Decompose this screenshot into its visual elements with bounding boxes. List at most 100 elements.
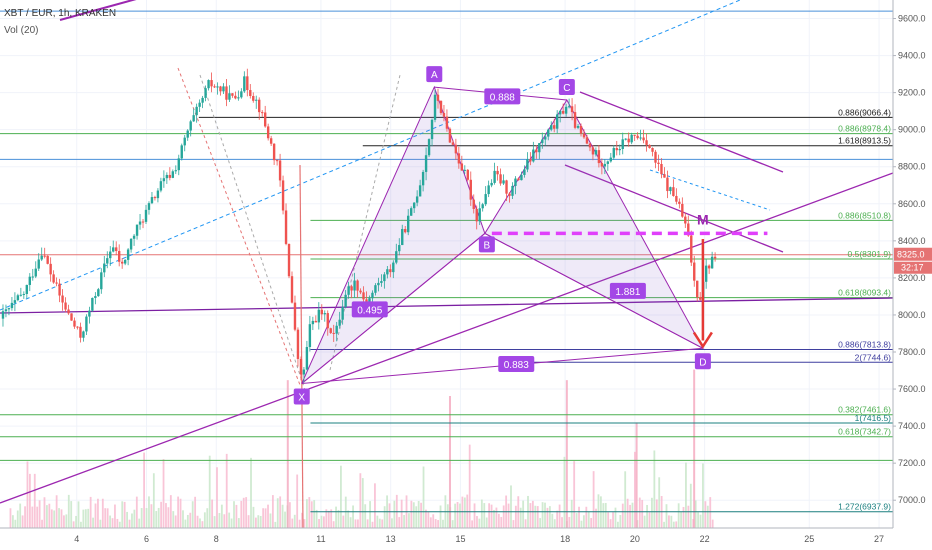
candle-body [112, 247, 115, 252]
volume-bar [308, 497, 311, 528]
volume-bar [305, 499, 308, 528]
volume-spike [635, 422, 638, 528]
candle-body [389, 269, 392, 273]
candle-body [263, 112, 267, 127]
candle-body [621, 139, 624, 150]
level-label: 0.886(8978.4) [838, 124, 891, 134]
volume-bar [58, 508, 60, 528]
candle-body [320, 309, 323, 315]
volume-bar [250, 457, 252, 528]
y-tick-label: 8000.0 [898, 310, 926, 320]
symbol-title[interactable]: XBT / EUR, 1h, KRAKEN [4, 8, 117, 19]
candle-body [654, 151, 657, 163]
volume-bar [493, 509, 495, 528]
candle-body [666, 177, 669, 192]
volume-bar [327, 510, 330, 528]
candle-body [576, 125, 580, 128]
volume-bar [677, 503, 680, 528]
candle-body [353, 280, 356, 291]
volume-bar [519, 507, 522, 528]
candle-body [371, 292, 374, 299]
volume-bar [228, 512, 231, 528]
candle-body [380, 281, 383, 283]
volume-bar [607, 512, 610, 528]
candle-body [511, 185, 514, 196]
volume-bar [133, 509, 136, 528]
x-tick-label: 13 [386, 534, 396, 544]
candle-body [338, 319, 341, 326]
volume-bar [597, 494, 600, 528]
volume-bar [580, 520, 583, 528]
volume-spike [448, 396, 451, 528]
volume-bar [621, 503, 624, 528]
candle-body [252, 95, 255, 101]
volume-bar [473, 503, 476, 528]
candle-body [183, 137, 186, 146]
volume-bar [240, 500, 243, 528]
volume-bar [439, 505, 442, 528]
candle-body [1, 311, 5, 319]
volume-bar [196, 515, 199, 528]
volume-bar [704, 501, 707, 528]
volume-bar [33, 473, 36, 528]
current-price-box [894, 247, 932, 261]
volume-bar [488, 503, 491, 528]
volume-bar [376, 515, 379, 528]
candle-body [648, 144, 651, 149]
candle-body [231, 93, 234, 96]
candle-body [523, 169, 526, 175]
candle-body [192, 115, 195, 122]
volume-bar [570, 499, 573, 528]
ratio-label: 0.888 [490, 92, 515, 103]
volume-bar [412, 502, 415, 528]
volume-bar [313, 500, 316, 528]
volume-bar [46, 505, 48, 528]
volume-bar [55, 495, 58, 528]
volume-bar [211, 499, 214, 528]
candle-body [269, 138, 273, 144]
volume-bar [50, 509, 53, 528]
candle-body [687, 223, 690, 236]
candle-body [123, 259, 127, 264]
volume-bar [191, 501, 194, 528]
volume-bar [422, 466, 425, 528]
candle-body [246, 76, 249, 91]
volume-bar [495, 507, 498, 528]
volume-bar [14, 519, 17, 528]
candle-body [696, 280, 699, 298]
candle-body [91, 297, 94, 311]
volume-bar [174, 515, 177, 528]
candle-body [433, 94, 437, 120]
volume-bar [179, 498, 182, 528]
volume-bar [617, 521, 619, 528]
volume-bar [485, 517, 488, 528]
candle-body [305, 347, 309, 370]
volume-bar [169, 495, 172, 528]
volume-bar [65, 514, 68, 528]
candle-body [591, 147, 595, 155]
candle-body [109, 251, 112, 259]
volume-bar [456, 502, 459, 528]
candle-body [603, 163, 607, 167]
ratio-box [498, 356, 535, 373]
candle-body [79, 326, 82, 338]
volume-bar [247, 515, 250, 528]
candle-body [445, 116, 449, 129]
candle-body [532, 149, 535, 162]
volume-bar [558, 504, 561, 528]
candle-body [657, 162, 660, 164]
volume-bar [451, 520, 454, 528]
volume-bar [561, 517, 563, 528]
candle-body [64, 302, 67, 310]
volume-bar [699, 514, 702, 528]
candle-body [463, 169, 467, 171]
candle-body [430, 119, 434, 140]
candle-body [558, 110, 562, 115]
channel-dashed-blue [0, 0, 741, 311]
volume-indicator-label[interactable]: Vol (20) [4, 25, 39, 36]
volume-bar [310, 501, 313, 528]
candle-body [73, 320, 76, 327]
candle-body [165, 174, 169, 179]
volume-bar [344, 496, 347, 528]
